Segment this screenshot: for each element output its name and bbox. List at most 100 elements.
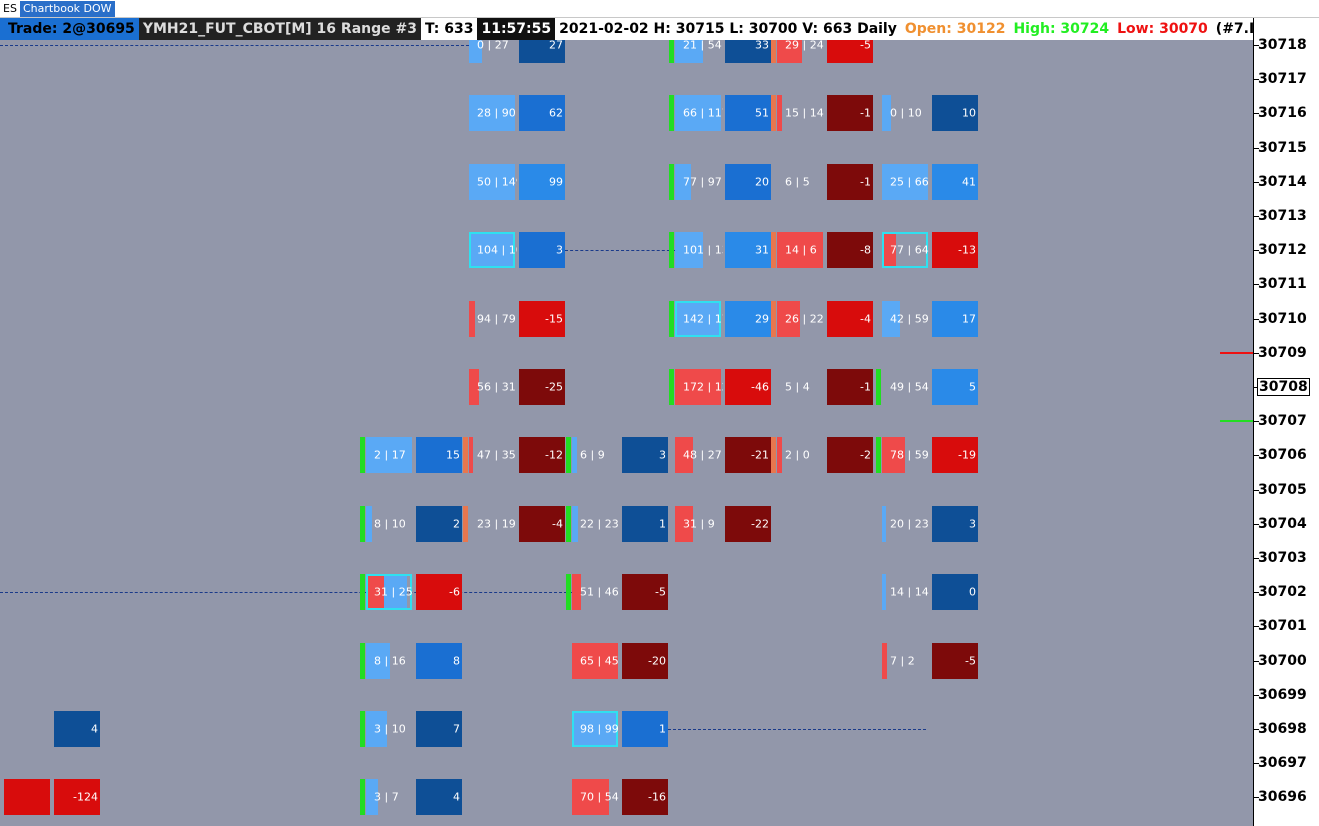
price-tick bbox=[1254, 284, 1259, 286]
volume-profile-bar bbox=[469, 437, 473, 474]
volume-profile-bar bbox=[882, 300, 900, 337]
bid-ask-volume: 3 | 7 bbox=[374, 791, 399, 803]
sell-imbalance-marker bbox=[463, 505, 468, 542]
bid-ask-volume: 94 | 79 bbox=[477, 313, 516, 325]
delta-value: 1 bbox=[659, 517, 666, 531]
tab-chartbook-dow[interactable]: Chartbook DOW bbox=[20, 1, 115, 17]
last-price-marker-green bbox=[1220, 420, 1253, 423]
bid-ask-volume: 77 | 97 bbox=[683, 176, 722, 188]
bid-ask-volume: 29 | 24 bbox=[785, 39, 824, 51]
level-reference-line bbox=[0, 45, 469, 46]
buy-imbalance-marker bbox=[669, 163, 674, 200]
delta-box bbox=[416, 574, 462, 611]
current-price-label: 30708 bbox=[1257, 378, 1310, 396]
sell-imbalance-marker bbox=[771, 95, 776, 132]
price-tick bbox=[1254, 694, 1259, 696]
delta-box bbox=[932, 642, 978, 679]
volume-profile-bar bbox=[882, 642, 887, 679]
daily-high: High: 30724 bbox=[1009, 18, 1114, 40]
delta-box bbox=[932, 574, 978, 611]
bid-ask-volume: 65 | 45 bbox=[580, 655, 619, 667]
delta-box bbox=[622, 505, 668, 542]
price-tick bbox=[1254, 626, 1259, 628]
buy-imbalance-marker bbox=[669, 369, 674, 405]
price-level-label: 30699 bbox=[1258, 686, 1307, 703]
delta-box bbox=[725, 232, 771, 269]
delta-value: -5 bbox=[655, 585, 666, 599]
bid-ask-volume: 7 | 2 bbox=[890, 655, 915, 667]
delta-value: 8 bbox=[453, 654, 460, 668]
delta-value: -1 bbox=[860, 106, 871, 120]
delta-box bbox=[416, 505, 462, 542]
delta-box bbox=[622, 574, 668, 611]
volume-profile-bar bbox=[675, 163, 691, 200]
bid-ask-volume: 104 | 107 bbox=[477, 244, 517, 256]
price-axis[interactable]: 30718 30717 30716 30715 30714 30713 30712 30711… bbox=[1253, 18, 1319, 826]
bid-ask-volume: 98 | 99 bbox=[580, 723, 619, 735]
volume-profile-bar bbox=[366, 642, 390, 679]
delta-value: -46 bbox=[751, 380, 769, 394]
delta-value: 17 bbox=[962, 312, 976, 326]
bid-ask-volume: 172 | 126 bbox=[683, 381, 723, 393]
delta-box bbox=[725, 437, 771, 474]
tab-es[interactable]: ES bbox=[3, 2, 17, 15]
volume-profile-bar bbox=[675, 369, 721, 405]
delta-value: -5 bbox=[965, 654, 976, 668]
bid-ask-volume: 26 | 22 bbox=[785, 313, 824, 325]
price-level-label: 30713 bbox=[1258, 208, 1307, 224]
bid-ask-volume: 48 | 27 bbox=[683, 449, 722, 461]
delta-box bbox=[932, 300, 978, 337]
bid-ask-volume: 142 | 171 bbox=[683, 313, 723, 325]
daily-open: Open: 30122 bbox=[900, 18, 1010, 40]
buy-imbalance-marker bbox=[566, 505, 571, 542]
delta-box bbox=[519, 163, 565, 200]
price-tick bbox=[1254, 455, 1259, 457]
delta-value: 51 bbox=[755, 106, 769, 120]
delta-value: 3 bbox=[969, 517, 976, 531]
delta-value: -1 bbox=[860, 380, 871, 394]
instrument-label: YMH21_FUT_CBOT[M] 16 Range #3 bbox=[138, 18, 421, 40]
price-tick bbox=[1254, 147, 1259, 149]
delta-value: 5 bbox=[969, 380, 976, 394]
price-level-label: 30704 bbox=[1258, 515, 1307, 532]
delta-box bbox=[827, 369, 873, 405]
price-level-label: 30710 bbox=[1258, 310, 1307, 327]
last-price-marker-red bbox=[1220, 351, 1253, 354]
delta-box bbox=[54, 779, 100, 816]
price-level-label: 30700 bbox=[1258, 652, 1307, 669]
volume-profile-bar bbox=[366, 779, 378, 816]
volume-profile-bar bbox=[675, 95, 721, 132]
volume-profile-bar bbox=[882, 95, 891, 132]
delta-value: 41 bbox=[962, 175, 976, 189]
volume-profile-bar bbox=[675, 232, 703, 269]
buy-imbalance-marker bbox=[360, 711, 365, 747]
footprint-chart-area[interactable]: Trade: 2@30695 YMH21_FUT_CBOT[M] 16 Rang… bbox=[0, 18, 1253, 826]
volume-profile-bar bbox=[572, 779, 609, 816]
price-tick bbox=[1254, 250, 1259, 252]
sell-imbalance-marker bbox=[771, 300, 776, 337]
bid-ask-volume: 0 | 27 bbox=[477, 39, 509, 51]
price-level-label: 30715 bbox=[1258, 139, 1307, 156]
delta-value: -13 bbox=[958, 243, 976, 257]
bid-ask-volume: 31 | 25 bbox=[374, 586, 413, 598]
price-level-label: 30696 bbox=[1258, 789, 1307, 806]
delta-value: 4 bbox=[91, 722, 98, 736]
volume-profile-bar bbox=[777, 437, 782, 474]
delta-value: 2 bbox=[453, 517, 460, 531]
delta-box bbox=[519, 232, 565, 269]
volume-profile-bar bbox=[675, 437, 693, 474]
delta-value: 15 bbox=[446, 448, 460, 462]
bid-ask-volume: 78 | 59 bbox=[890, 449, 929, 461]
delta-value: -2 bbox=[860, 448, 871, 462]
delta-value: 31 bbox=[755, 243, 769, 257]
price-level-label: 30717 bbox=[1258, 71, 1307, 88]
bid-ask-volume: 6 | 9 bbox=[580, 449, 605, 461]
bid-ask-volume: 14 | 6 bbox=[785, 244, 817, 256]
delta-box bbox=[519, 300, 565, 337]
price-tick bbox=[1254, 558, 1259, 559]
chart-tabs: ES Chartbook DOW bbox=[0, 0, 1319, 18]
delta-box bbox=[725, 163, 771, 200]
tick-count: T: 633 bbox=[420, 18, 478, 40]
delta-box bbox=[725, 95, 771, 132]
volume-profile-bar bbox=[366, 437, 412, 474]
